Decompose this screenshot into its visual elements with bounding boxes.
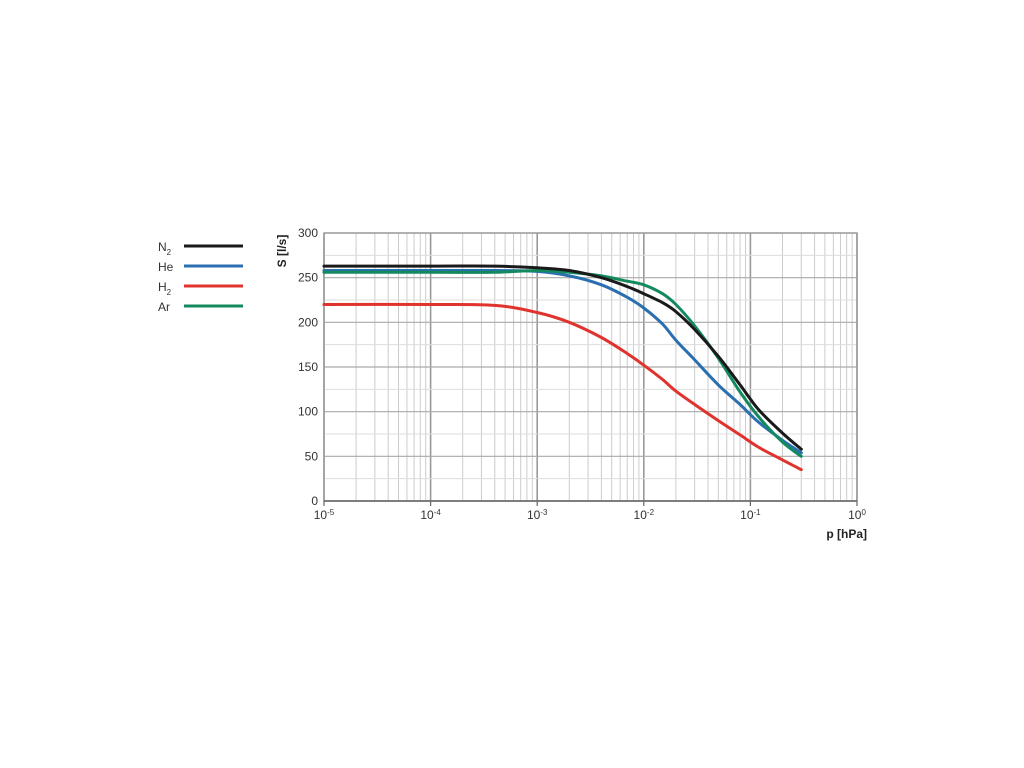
y-tick-label: 250 bbox=[298, 271, 318, 285]
y-tick-label: 100 bbox=[298, 405, 318, 419]
y-tick-label: 200 bbox=[298, 315, 318, 329]
x-tick-label: 100 bbox=[848, 508, 866, 522]
x-tick-label: 10-5 bbox=[314, 508, 335, 522]
series-line-ar bbox=[322, 269, 803, 458]
legend: N2 He H2 Ar bbox=[158, 240, 243, 314]
axes: 10-5 10-4 10-3 10-2 10-1 100 0 50 100 150 200 250 30… bbox=[275, 226, 867, 541]
y-tick-label: 0 bbox=[311, 494, 318, 508]
legend-label: H2 bbox=[158, 280, 172, 297]
y-tick-label: 150 bbox=[298, 360, 318, 374]
x-tick-label: 10-4 bbox=[420, 508, 441, 522]
x-tick-label: 10-3 bbox=[527, 508, 548, 522]
y-axis-title: S [l/s] bbox=[275, 235, 289, 268]
legend-label: N2 bbox=[158, 240, 172, 257]
series-line-n2 bbox=[322, 264, 803, 451]
x-tick-label: 10-2 bbox=[634, 508, 655, 522]
x-axis-title: p [hPa] bbox=[826, 527, 867, 541]
x-tick-label: 10-1 bbox=[740, 508, 761, 522]
series-line-h2 bbox=[322, 302, 803, 472]
legend-label: Ar bbox=[158, 300, 170, 314]
y-tick-label: 50 bbox=[305, 449, 319, 463]
series-line-he bbox=[322, 268, 803, 455]
y-tick-label: 300 bbox=[298, 226, 318, 240]
series-lines bbox=[322, 264, 803, 472]
legend-label: He bbox=[158, 260, 174, 274]
